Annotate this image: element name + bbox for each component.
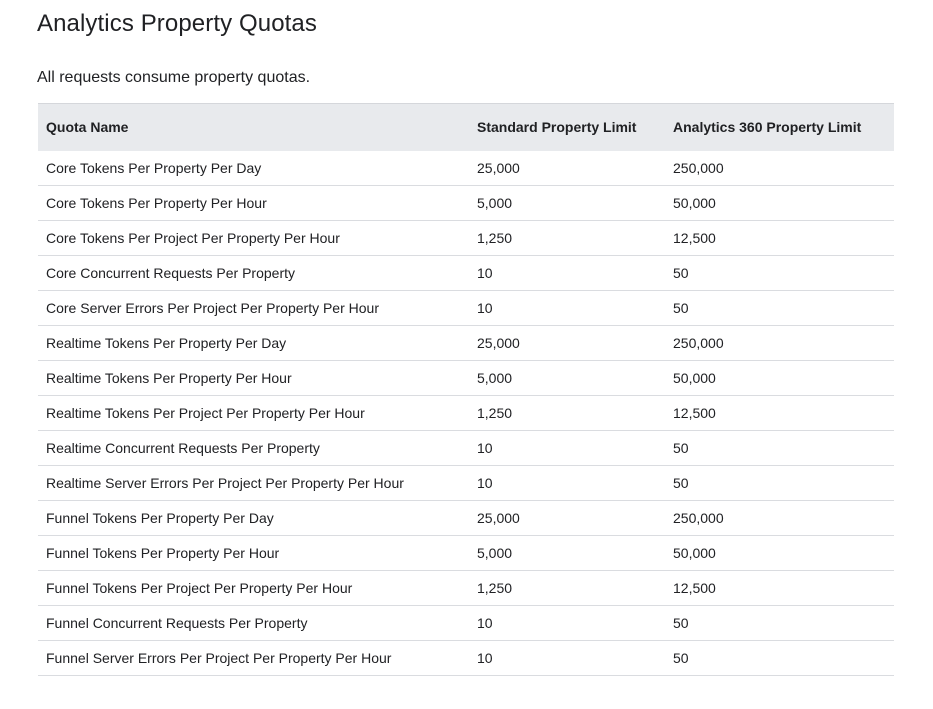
standard-limit-cell: 25,000 <box>469 150 665 186</box>
column-header-analytics360-limit: Analytics 360 Property Limit <box>665 103 894 151</box>
quota-name-cell: Core Tokens Per Project Per Property Per… <box>38 220 469 256</box>
analytics360-limit-cell: 250,000 <box>665 150 894 186</box>
table-row: Core Tokens Per Project Per Property Per… <box>38 220 894 256</box>
analytics360-limit-cell: 50,000 <box>665 535 894 571</box>
analytics360-limit-cell: 50 <box>665 255 894 291</box>
quota-name-cell: Funnel Concurrent Requests Per Property <box>38 605 469 641</box>
page-title: Analytics Property Quotas <box>37 10 317 37</box>
analytics360-limit-cell: 250,000 <box>665 500 894 536</box>
standard-limit-cell: 10 <box>469 290 665 326</box>
table-row: Core Tokens Per Property Per Hour 5,000 … <box>38 185 894 221</box>
table-row: Core Server Errors Per Project Per Prope… <box>38 290 894 326</box>
table-row: Funnel Server Errors Per Project Per Pro… <box>38 640 894 676</box>
quota-name-cell: Core Server Errors Per Project Per Prope… <box>38 290 469 326</box>
quota-name-cell: Core Tokens Per Property Per Hour <box>38 185 469 221</box>
analytics360-limit-cell: 50 <box>665 290 894 326</box>
quota-name-cell: Funnel Tokens Per Project Per Property P… <box>38 570 469 606</box>
column-header-quota-name: Quota Name <box>38 103 469 151</box>
standard-limit-cell: 10 <box>469 255 665 291</box>
quotas-table: Quota Name Standard Property Limit Analy… <box>38 103 894 676</box>
table-header: Quota Name Standard Property Limit Analy… <box>38 103 894 151</box>
analytics360-limit-cell: 12,500 <box>665 395 894 431</box>
table-row: Realtime Tokens Per Project Per Property… <box>38 395 894 431</box>
table-row: Funnel Concurrent Requests Per Property … <box>38 605 894 641</box>
standard-limit-cell: 10 <box>469 605 665 641</box>
quota-name-cell: Funnel Server Errors Per Project Per Pro… <box>38 640 469 676</box>
analytics360-limit-cell: 50,000 <box>665 360 894 396</box>
table-row: Core Concurrent Requests Per Property 10… <box>38 255 894 291</box>
standard-limit-cell: 25,000 <box>469 500 665 536</box>
table-row: Funnel Tokens Per Property Per Hour 5,00… <box>38 535 894 571</box>
table-row: Realtime Tokens Per Property Per Day 25,… <box>38 325 894 361</box>
quota-name-cell: Realtime Tokens Per Property Per Hour <box>38 360 469 396</box>
analytics360-limit-cell: 50 <box>665 430 894 466</box>
standard-limit-cell: 10 <box>469 640 665 676</box>
table-row: Funnel Tokens Per Property Per Day 25,00… <box>38 500 894 536</box>
quota-name-cell: Funnel Tokens Per Property Per Hour <box>38 535 469 571</box>
quota-name-cell: Core Tokens Per Property Per Day <box>38 150 469 186</box>
quota-name-cell: Core Concurrent Requests Per Property <box>38 255 469 291</box>
standard-limit-cell: 10 <box>469 465 665 501</box>
table-row: Funnel Tokens Per Project Per Property P… <box>38 570 894 606</box>
table-row: Realtime Concurrent Requests Per Propert… <box>38 430 894 466</box>
table-row: Realtime Tokens Per Property Per Hour 5,… <box>38 360 894 396</box>
standard-limit-cell: 5,000 <box>469 360 665 396</box>
quota-name-cell: Realtime Tokens Per Property Per Day <box>38 325 469 361</box>
analytics360-limit-cell: 50 <box>665 605 894 641</box>
analytics360-limit-cell: 50 <box>665 465 894 501</box>
quota-name-cell: Realtime Server Errors Per Project Per P… <box>38 465 469 501</box>
intro-text: All requests consume property quotas. <box>37 69 311 86</box>
analytics360-limit-cell: 12,500 <box>665 570 894 606</box>
content-area: Analytics Property Quotas All requests c… <box>37 10 894 676</box>
quota-name-cell: Realtime Tokens Per Project Per Property… <box>38 395 469 431</box>
analytics360-limit-cell: 12,500 <box>665 220 894 256</box>
table-body: Core Tokens Per Property Per Day 25,000 … <box>38 150 894 676</box>
quota-name-cell: Realtime Concurrent Requests Per Propert… <box>38 430 469 466</box>
standard-limit-cell: 25,000 <box>469 325 665 361</box>
analytics360-limit-cell: 50 <box>665 640 894 676</box>
standard-limit-cell: 5,000 <box>469 185 665 221</box>
standard-limit-cell: 10 <box>469 430 665 466</box>
standard-limit-cell: 1,250 <box>469 220 665 256</box>
quota-name-cell: Funnel Tokens Per Property Per Day <box>38 500 469 536</box>
column-header-standard-limit: Standard Property Limit <box>469 103 665 151</box>
standard-limit-cell: 1,250 <box>469 395 665 431</box>
table-row: Core Tokens Per Property Per Day 25,000 … <box>38 150 894 186</box>
table-row: Realtime Server Errors Per Project Per P… <box>38 465 894 501</box>
analytics360-limit-cell: 250,000 <box>665 325 894 361</box>
header-row: Quota Name Standard Property Limit Analy… <box>38 103 894 151</box>
analytics360-limit-cell: 50,000 <box>665 185 894 221</box>
standard-limit-cell: 5,000 <box>469 535 665 571</box>
standard-limit-cell: 1,250 <box>469 570 665 606</box>
